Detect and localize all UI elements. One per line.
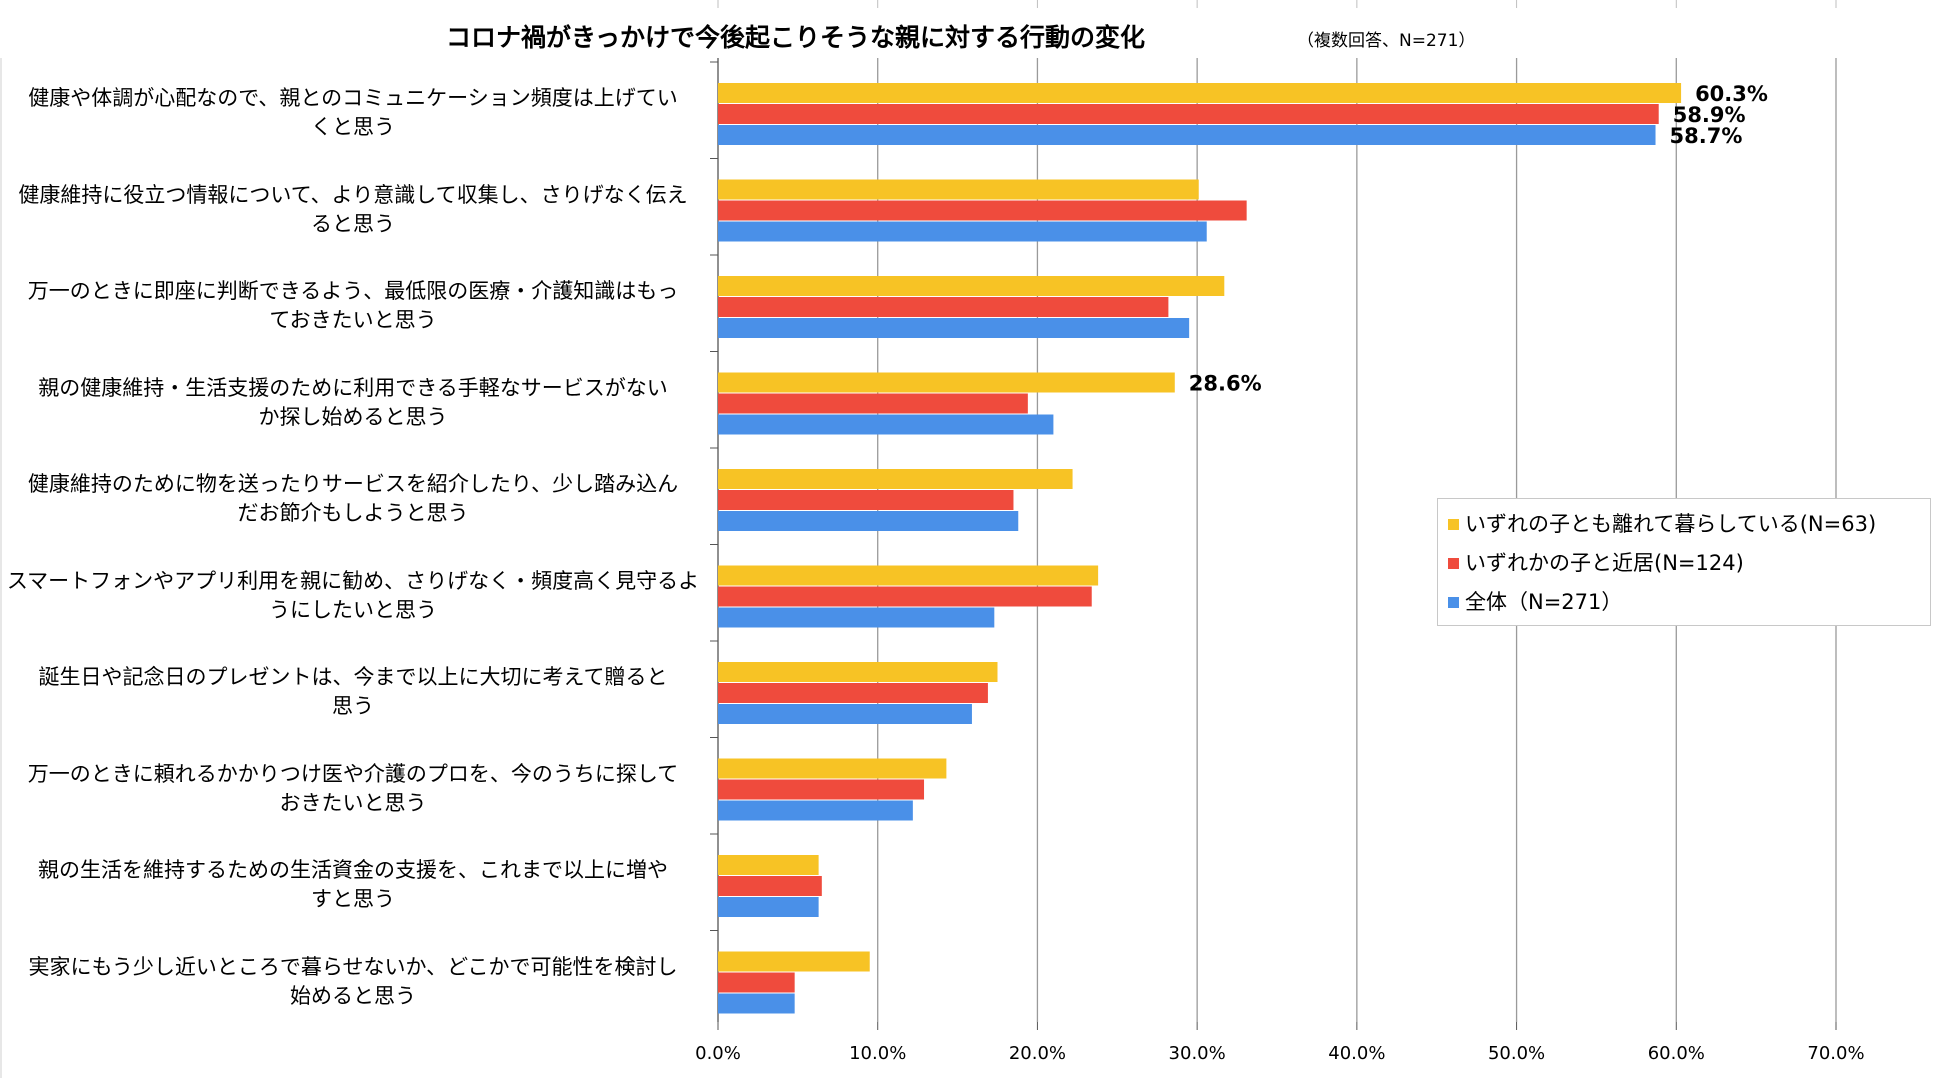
category-label-line: 思う	[332, 694, 374, 718]
bar-far-8	[718, 758, 947, 779]
bar-far-9	[718, 855, 819, 875]
bar-all-8	[718, 800, 913, 821]
category-label-line: 親の生活を維持するための生活資金の支援を、これまで以上に増や	[38, 858, 668, 882]
category-label-line: 始めると思う	[290, 983, 416, 1008]
x-tick-label: 0.0%	[695, 1043, 741, 1064]
bar-all-7	[718, 704, 972, 724]
legend-label-series-3: 全体（N=271）	[1465, 590, 1623, 614]
data-label: 60.3%	[1695, 82, 1768, 106]
category-label-line: 実家にもう少し近いところで暮らせないか、どこかで可能性を検討し	[28, 954, 678, 979]
bar-near-9	[718, 876, 822, 896]
chart-subtitle: （複数回答、N=271）	[1297, 31, 1476, 51]
bar-far-10	[718, 951, 870, 972]
category-label: 親の健康維持・生活支援のために利用できる手軽なサービスがない か探し始めると思う	[6, 374, 700, 432]
x-tick-label: 50.0%	[1488, 1043, 1545, 1064]
category-label-line: すと思う	[311, 887, 395, 911]
legend-swatch-series-1	[1448, 519, 1459, 530]
category-label: 実家にもう少し近いところで暮らせないか、どこかで可能性を検討し 始めると思う	[6, 953, 700, 1011]
category-label-line: か探し始めると思う	[258, 404, 448, 429]
legend: いずれの子とも離れて暮らしている(N=63) いずれかの子と近居(N=124) …	[1437, 498, 1931, 626]
bar-near-7	[718, 683, 988, 703]
bar-all-5	[718, 511, 1019, 531]
x-tick-label: 60.0%	[1648, 1043, 1705, 1064]
bar-all-6	[718, 607, 995, 628]
legend-swatch-series-3	[1448, 597, 1459, 608]
legend-item-series-2: いずれかの子と近居(N=124)	[1448, 549, 1744, 577]
bar-near-1	[718, 104, 1659, 124]
x-tick-label: 70.0%	[1807, 1043, 1864, 1064]
category-label-line: ておきたいと思う	[269, 308, 437, 332]
legend-label-series-2: いずれかの子と近居(N=124)	[1465, 551, 1744, 575]
category-label-line: 親の健康維持・生活支援のために利用できる手軽なサービスがない	[38, 375, 668, 400]
x-tick-label: 20.0%	[1009, 1043, 1066, 1064]
legend-label-series-1: いずれの子とも離れて暮らしている(N=63)	[1465, 512, 1877, 536]
category-label-line: スマートフォンやアプリ利用を親に勧め、さりげなく・頻度高く見守るよ	[6, 568, 700, 593]
bar-near-5	[718, 490, 1014, 510]
category-label-line: 健康維持のために物を送ったりサービスを紹介したり、少し踏み込ん	[27, 472, 679, 496]
legend-item-series-1: いずれの子とも離れて暮らしている(N=63)	[1448, 510, 1876, 538]
category-label: 健康維持のために物を送ったりサービスを紹介したり、少し踏み込ん だお節介もしようと…	[6, 470, 700, 528]
category-label: 万一のときに即座に判断できるよう、最低限の医療・介護知識はもっ ておきたいと思う	[6, 277, 700, 335]
category-label-line: ると思う	[311, 211, 395, 236]
category-label-line: 誕生日や記念日のプレゼントは、今まで以上に大切に考えて贈ると	[38, 665, 668, 689]
bar-far-4	[718, 372, 1175, 393]
bar-all-3	[718, 318, 1190, 338]
category-label: 万一のときに頼れるかかりつけ医や介護のプロを、今のうちに探して おきたいと思う	[6, 760, 700, 818]
legend-swatch-series-2	[1448, 558, 1459, 569]
category-label-line: 万一のときに頼れるかかりつけ医や介護のプロを、今のうちに探して	[27, 761, 679, 786]
bar-all-10	[718, 993, 795, 1014]
data-label: 58.7%	[1670, 124, 1743, 148]
category-label-line: だお節介もしようと思う	[237, 501, 469, 525]
bar-far-3	[718, 276, 1225, 296]
legend-item-series-3: 全体（N=271）	[1448, 588, 1622, 616]
category-label: 誕生日や記念日のプレゼントは、今まで以上に大切に考えて贈ると 思う	[6, 663, 700, 721]
bar-all-2	[718, 221, 1207, 242]
bar-near-3	[718, 297, 1169, 317]
category-label: 親の生活を維持するための生活資金の支援を、これまで以上に増や すと思う	[6, 856, 700, 914]
bar-all-9	[718, 897, 819, 917]
x-tick-label: 30.0%	[1169, 1043, 1226, 1064]
category-label-line: おきたいと思う	[279, 790, 427, 815]
data-label: 28.6%	[1189, 372, 1262, 396]
chart-title: コロナ禍がきっかけで今後起こりそうな親に対する行動の変化	[446, 23, 1146, 52]
bar-near-8	[718, 779, 925, 800]
bar-all-4	[718, 414, 1054, 435]
category-label-line: くと思う	[311, 115, 395, 139]
bar-far-2	[718, 179, 1199, 200]
category-label-line: うにしたいと思う	[269, 597, 437, 622]
category-label: 健康や体調が心配なので、親とのコミュニケーション頻度は上げてい くと思う	[6, 84, 700, 142]
bar-near-2	[718, 200, 1247, 221]
bar-far-6	[718, 565, 1099, 586]
x-tick-label: 40.0%	[1328, 1043, 1385, 1064]
bar-near-4	[718, 393, 1028, 414]
category-label-line: 健康や体調が心配なので、親とのコミュニケーション頻度は上げてい	[28, 86, 678, 110]
category-label-line: 健康維持に役立つ情報について、より意識して収集し、さりげなく伝え	[18, 182, 688, 207]
x-tick-label: 10.0%	[849, 1043, 906, 1064]
data-label: 58.9%	[1673, 103, 1746, 127]
bar-near-6	[718, 586, 1092, 607]
category-label: スマートフォンやアプリ利用を親に勧め、さりげなく・頻度高く見守るよ うにしたいと思…	[6, 567, 700, 625]
bar-near-10	[718, 972, 795, 993]
bar-far-7	[718, 662, 998, 682]
bar-far-5	[718, 469, 1073, 489]
bar-all-1	[718, 125, 1656, 145]
category-label-line: 万一のときに即座に判断できるよう、最低限の医療・介護知識はもっ	[27, 279, 679, 303]
bar-far-1	[718, 83, 1682, 103]
category-label: 健康維持に役立つ情報について、より意識して収集し、さりげなく伝え ると思う	[6, 181, 700, 239]
